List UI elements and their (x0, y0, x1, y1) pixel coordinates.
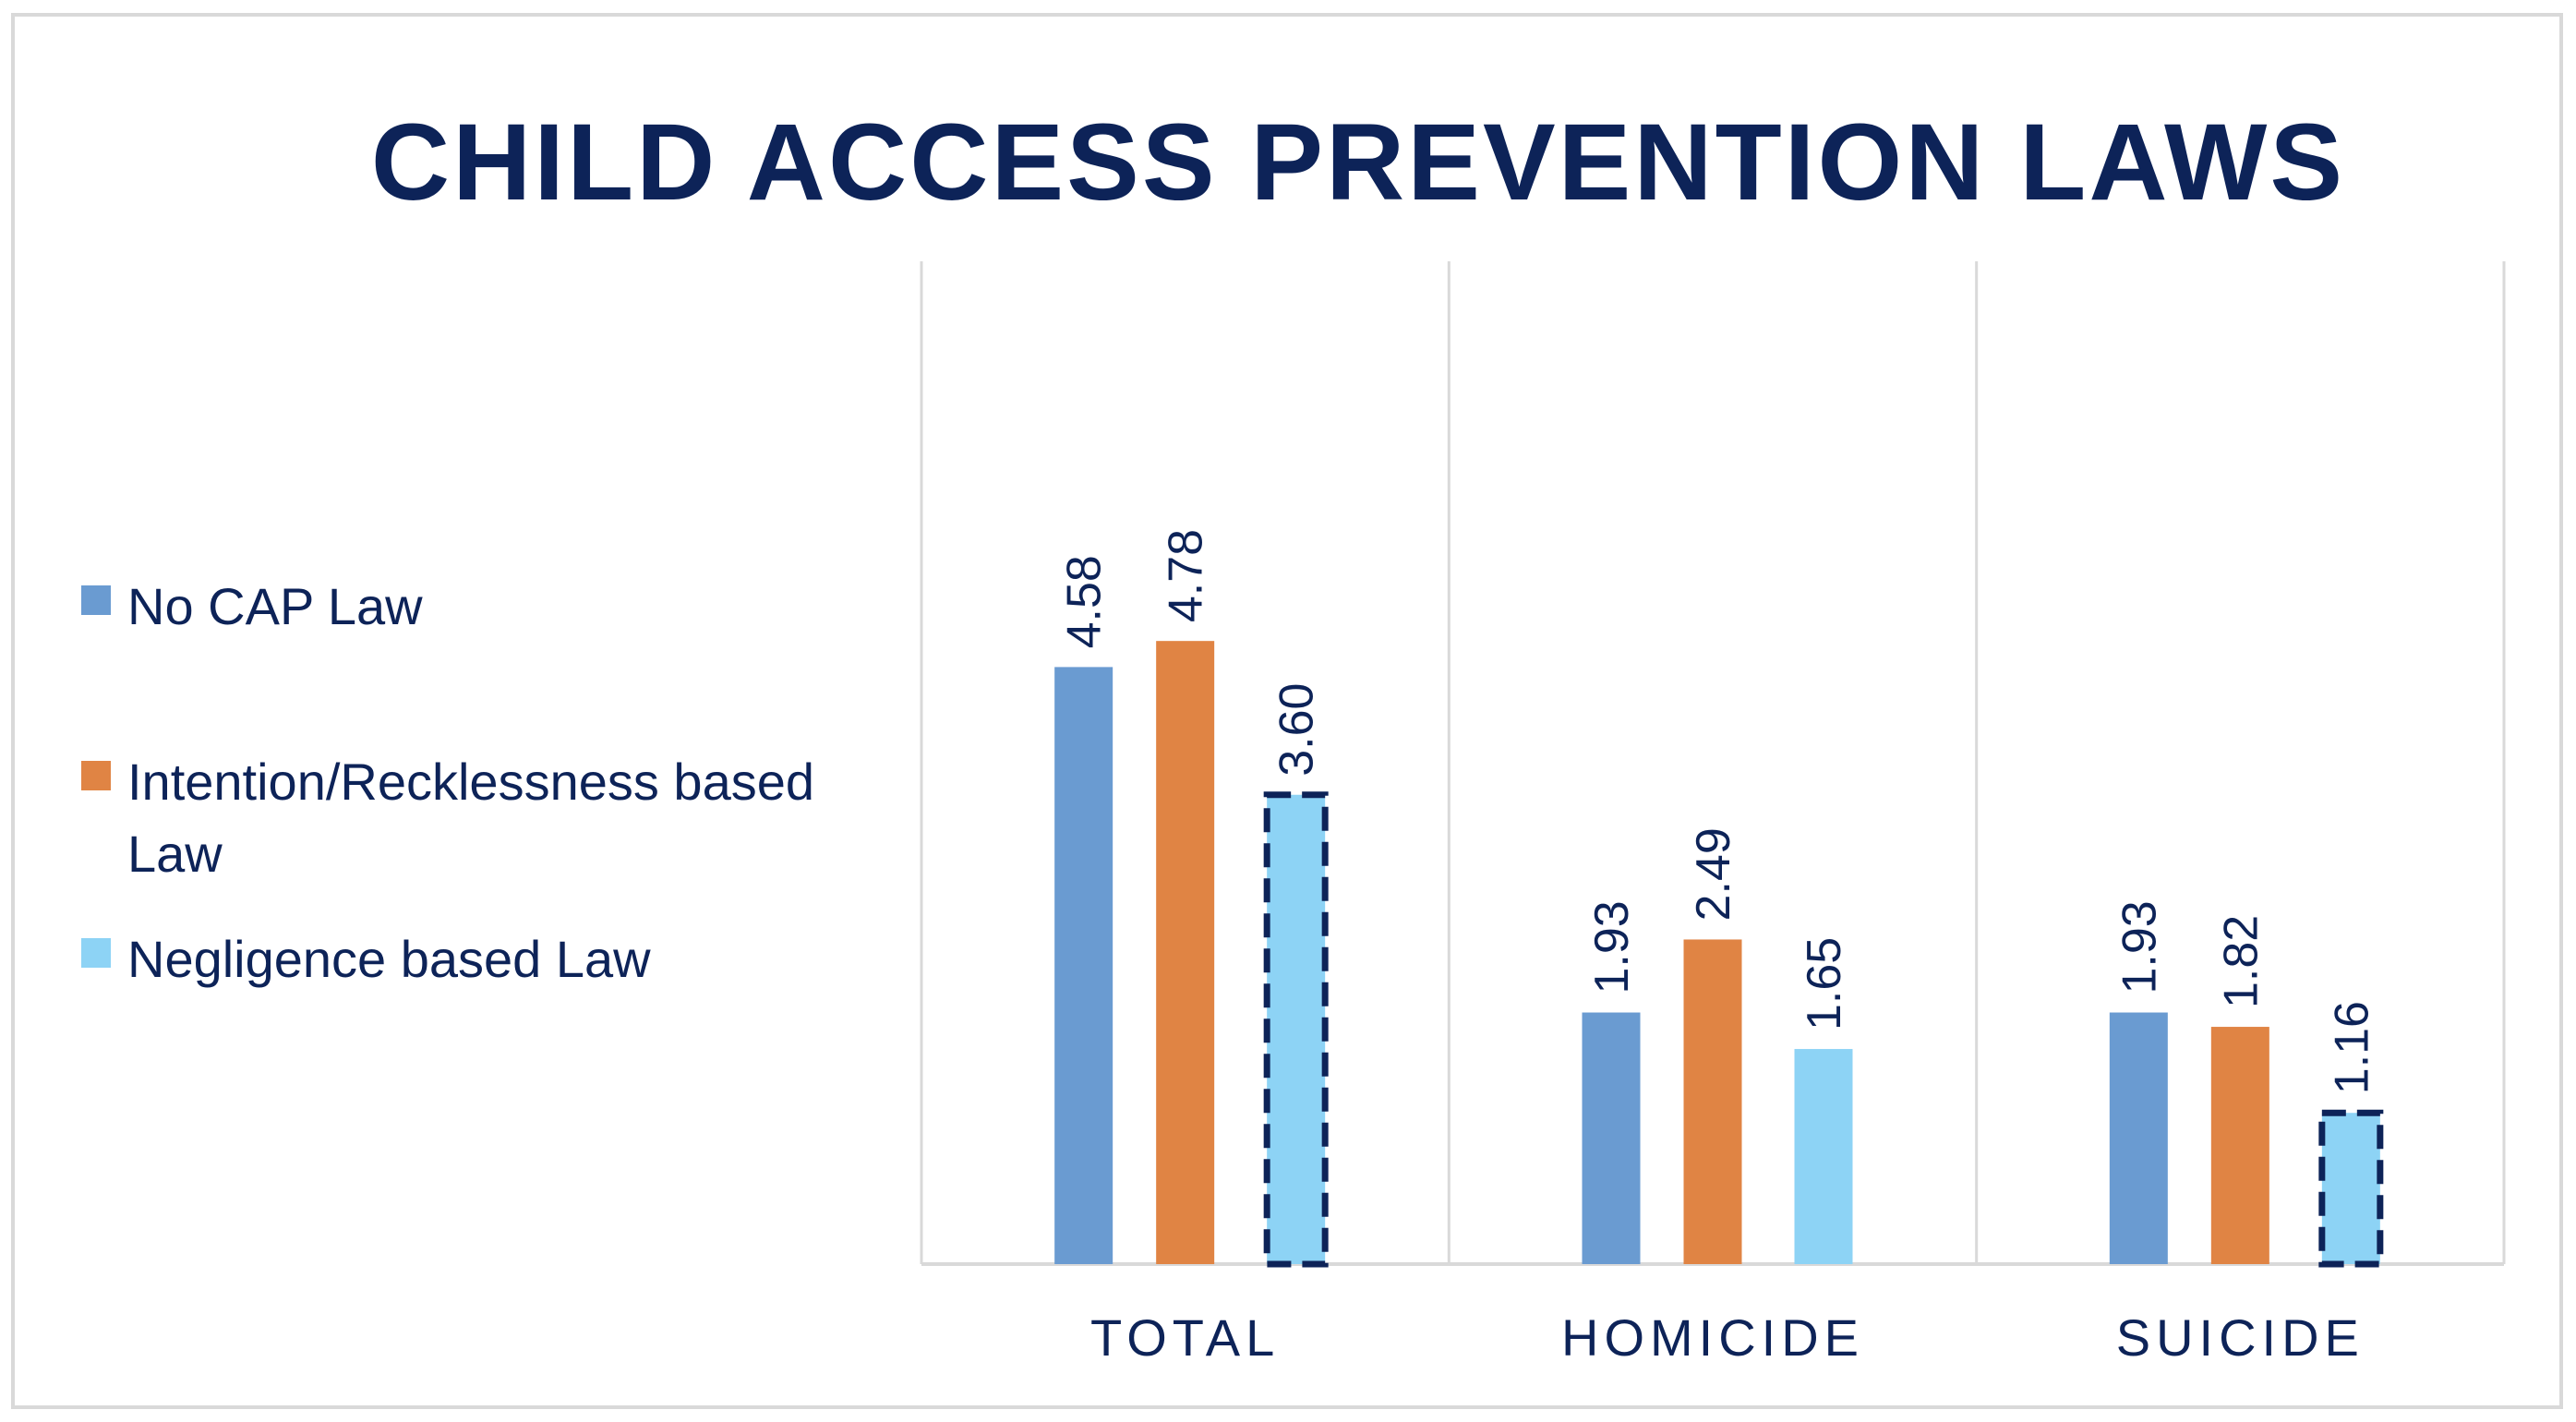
legend-swatch-negligence-law (81, 938, 111, 968)
data-label: 1.93 (1585, 900, 1639, 994)
data-label: 4.58 (1058, 555, 1112, 648)
data-label: 3.60 (1270, 683, 1324, 777)
data-label: 4.78 (1160, 529, 1213, 622)
data-label: 1.16 (2325, 1001, 2378, 1094)
bar-suicide-series-2 (2318, 1109, 2384, 1268)
legend-item-intention-recklessness-law: Intention/Recklessness based Law (81, 746, 885, 890)
bar-total-series-2 (1263, 791, 1329, 1268)
x-tick-label: SUICIDE (2116, 1308, 2365, 1367)
x-tick-label: TOTAL (1090, 1308, 1280, 1367)
bar-suicide-series-0 (2109, 1012, 2168, 1264)
data-label: 1.82 (2214, 915, 2268, 1008)
chart-title: CHILD ACCESS PREVENTION LAWS (370, 102, 2346, 223)
legend-label-intention-recklessness-law: Intention/Recklessness based Law (127, 753, 814, 883)
bar-total-series-0 (1054, 667, 1113, 1264)
legend-swatch-no-cap-law (81, 585, 111, 615)
legend-item-negligence-law: Negligence based Law (81, 923, 885, 995)
x-tick-label: HOMICIDE (1561, 1308, 1864, 1367)
bar-homicide-series-0 (1582, 1012, 1641, 1264)
legend-label-negligence-law: Negligence based Law (127, 930, 651, 988)
bar-total-series-1 (1156, 641, 1215, 1264)
bar-suicide-series-1 (2210, 1027, 2269, 1264)
legend-swatch-intention-recklessness-law (81, 761, 111, 790)
data-label: 1.93 (2113, 900, 2166, 994)
bar-homicide-series-1 (1683, 939, 1742, 1264)
legend-label-no-cap-law: No CAP Law (127, 577, 423, 635)
legend-item-no-cap-law: No CAP Law (81, 571, 885, 643)
bar-homicide-series-2 (1794, 1049, 1853, 1264)
data-label: 1.65 (1798, 937, 1851, 1030)
data-label: 2.49 (1687, 827, 1740, 921)
